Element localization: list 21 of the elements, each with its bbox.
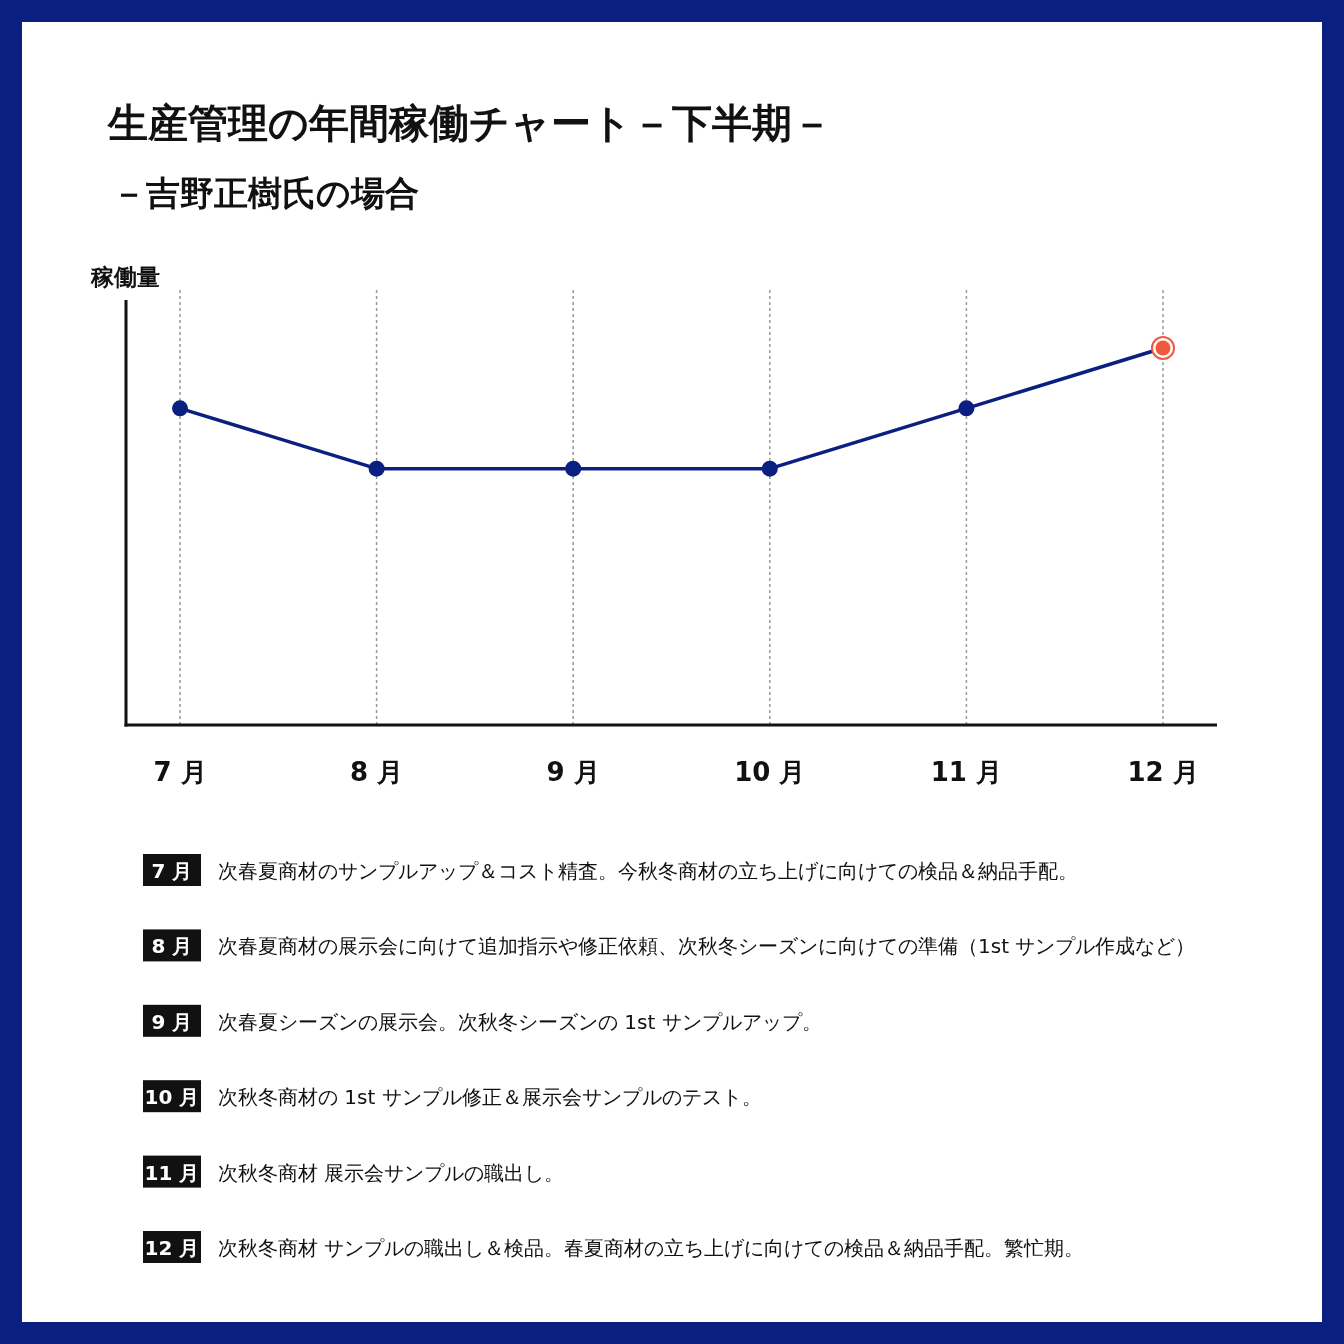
chart-subtitle: －吉野正樹氏の場合 bbox=[112, 173, 419, 213]
category-label: 10 月 bbox=[144, 1085, 200, 1110]
category-label: 7 月 bbox=[151, 859, 193, 883]
text: 次秋冬商材 サンプルの職出し＆検品。春夏商材の立ち上げに向けての検品＆納品手配。繁忙期。 bbox=[218, 1236, 1085, 1260]
x-tick-label: 8 月 bbox=[350, 757, 404, 787]
text: 次春夏シーズンの展示会。次秋冬シーズンの 1st サンプルアップ。 bbox=[218, 1009, 822, 1034]
text: 次秋冬商材 展示会サンプルの職出し。 bbox=[218, 1160, 565, 1185]
x-tick-label: 7 月 bbox=[153, 757, 207, 787]
text: 次春夏商材のサンプルアップ＆コスト精査。今秋冬商材の立ち上げに向けての検品＆納品手配。 bbox=[218, 859, 1078, 883]
x-tick-label: 12 月 bbox=[1127, 757, 1199, 787]
text: 次秋冬商材の 1st サンプル修正＆展示会サンプルのテスト。 bbox=[218, 1085, 762, 1110]
category-label: 8 月 bbox=[151, 934, 193, 959]
category-label: 9 月 bbox=[151, 1009, 193, 1034]
text: 次春夏商材の展示会に向けて追加指示や修正依頼、次秋冬シーズンに向けての準備（1st サンプル作成など） bbox=[218, 934, 1196, 959]
y-axis-title: 稼働量 bbox=[89, 264, 160, 290]
category-label: 11 月 bbox=[144, 1160, 200, 1185]
category-label: 12 月 bbox=[144, 1236, 200, 1260]
x-tick-label: 9 月 bbox=[546, 757, 600, 787]
chart-title: 生産管理の年間稼働チャート－下半期－ bbox=[107, 100, 832, 146]
x-tick-label: 10 月 bbox=[734, 757, 806, 787]
x-tick-label: 11 月 bbox=[930, 757, 1003, 787]
